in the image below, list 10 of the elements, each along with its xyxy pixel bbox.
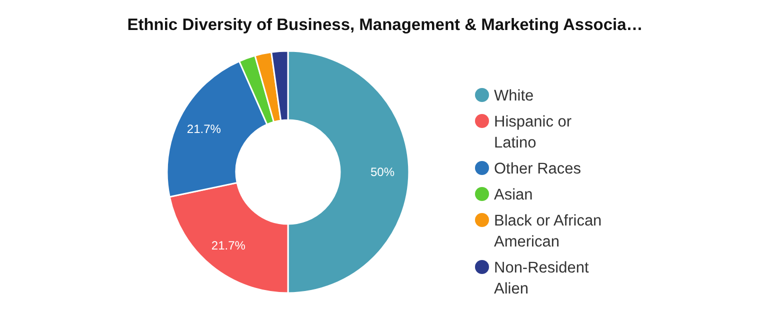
legend-label: Hispanic or Latino (494, 113, 572, 152)
data-label: 21.7% (211, 238, 246, 253)
legend-label: Other Races (494, 160, 582, 178)
chart-title: Ethnic Diversity of Business, Management & Marketing Associa… (127, 16, 643, 34)
legend-label: Asian (494, 186, 533, 204)
legend-label: Black or African American (494, 212, 602, 250)
data-label: 21.7% (186, 122, 222, 136)
data-label: 50% (370, 165, 395, 180)
legend-label: Non-Resident Alien (494, 259, 590, 298)
legend-label: White (494, 87, 534, 104)
